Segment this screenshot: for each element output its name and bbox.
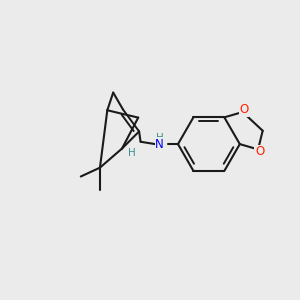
Text: H: H bbox=[128, 148, 136, 158]
Text: O: O bbox=[255, 145, 264, 158]
Text: H: H bbox=[156, 133, 164, 142]
Text: N: N bbox=[155, 138, 164, 151]
Text: O: O bbox=[239, 103, 249, 116]
